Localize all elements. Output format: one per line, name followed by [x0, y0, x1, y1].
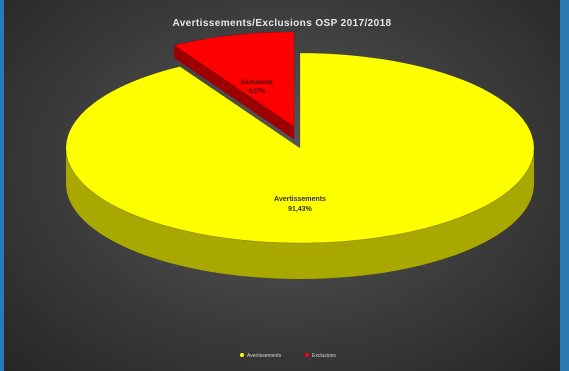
chart-title: Avertissements/Exclusions OSP 2017/2018	[172, 18, 391, 29]
label-exclusions-name: Exclusions	[241, 80, 273, 86]
legend: Avertissements Exclusions	[240, 353, 336, 359]
label-exclusions-value: 8,57%	[248, 89, 266, 95]
chart-frame: Avertissements/Exclusions OSP 2017/2018 …	[4, 0, 560, 371]
label-avertissements-value: 91,43%	[288, 206, 313, 213]
legend-label-avertissements: Avertissements	[247, 353, 282, 359]
pie-slice-avertissements	[65, 52, 535, 244]
legend-label-exclusions: Exclusions	[312, 353, 336, 359]
data-labels: Avertissements 91,43% Exclusions 8,57%	[241, 80, 326, 213]
label-avertissements-name: Avertissements	[274, 196, 326, 203]
pie-cut-exclusions-0	[174, 45, 295, 140]
legend-marker-exclusions	[305, 353, 309, 357]
pie-slice-exclusions	[173, 31, 295, 128]
legend-marker-avertissements	[240, 353, 244, 357]
pie-side-avertissements	[66, 148, 534, 279]
pie-chart: Avertissements/Exclusions OSP 2017/2018 …	[65, 18, 535, 359]
pie-layer	[65, 31, 535, 279]
